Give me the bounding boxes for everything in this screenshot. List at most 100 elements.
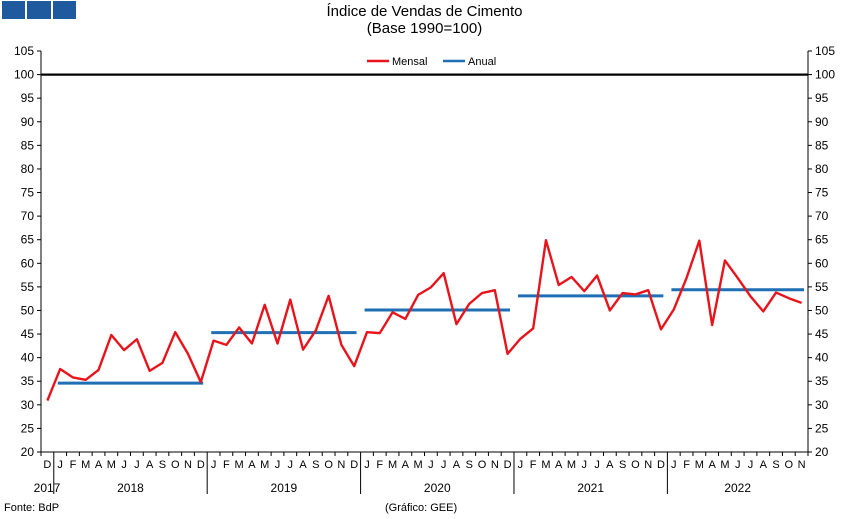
y-tick-label-left: 25 bbox=[21, 421, 35, 435]
month-label: J bbox=[211, 459, 217, 471]
month-label: O bbox=[324, 459, 333, 471]
y-tick-label-left: 90 bbox=[21, 115, 35, 129]
y-tick-label-right: 30 bbox=[815, 398, 829, 412]
month-label: J bbox=[518, 459, 524, 471]
month-label: N bbox=[337, 459, 345, 471]
y-tick-label-right: 80 bbox=[815, 162, 829, 176]
y-tick-label-left: 45 bbox=[21, 327, 35, 341]
month-label: A bbox=[248, 459, 256, 471]
month-label: D bbox=[197, 459, 205, 471]
month-label: J bbox=[275, 459, 281, 471]
month-label: J bbox=[364, 459, 370, 471]
y-tick-label-right: 85 bbox=[815, 138, 829, 152]
y-tick-label-left: 40 bbox=[21, 351, 35, 365]
month-label: F bbox=[683, 459, 690, 471]
month-label: J bbox=[671, 459, 677, 471]
y-tick-label-right: 40 bbox=[815, 351, 829, 365]
y-tick-label-left: 75 bbox=[21, 186, 35, 200]
month-label: J bbox=[441, 459, 447, 471]
month-label: J bbox=[582, 459, 588, 471]
y-tick-label-left: 105 bbox=[14, 44, 34, 58]
month-label: A bbox=[606, 459, 614, 471]
y-tick-label-right: 65 bbox=[815, 233, 829, 247]
month-label: J bbox=[57, 459, 63, 471]
month-label: M bbox=[107, 459, 116, 471]
month-label: J bbox=[748, 459, 754, 471]
y-tick-label-right: 45 bbox=[815, 327, 829, 341]
y-tick-label-right: 100 bbox=[815, 68, 835, 82]
chart-subtitle: (Base 1990=100) bbox=[366, 20, 483, 37]
y-tick-label-left: 80 bbox=[21, 162, 35, 176]
month-label: A bbox=[453, 459, 461, 471]
month-label: A bbox=[555, 459, 563, 471]
month-label: N bbox=[644, 459, 652, 471]
month-label: A bbox=[760, 459, 768, 471]
month-label: A bbox=[708, 459, 716, 471]
year-label: 2018 bbox=[117, 481, 144, 495]
logo bbox=[2, 1, 76, 19]
year-label: 2019 bbox=[271, 481, 298, 495]
legend-label-anual: Anual bbox=[468, 56, 496, 68]
month-label: A bbox=[146, 459, 154, 471]
y-tick-label-right: 60 bbox=[815, 256, 829, 270]
y-tick-label-left: 20 bbox=[21, 445, 35, 459]
logo-square bbox=[52, 1, 76, 19]
chart-title-block: Índice de Vendas de Cimento (Base 1990=1… bbox=[0, 3, 849, 37]
month-label: M bbox=[567, 459, 576, 471]
month-label: J bbox=[594, 459, 600, 471]
y-tick-label-left: 50 bbox=[21, 303, 35, 317]
month-label: F bbox=[223, 459, 230, 471]
month-label: A bbox=[402, 459, 410, 471]
month-label: J bbox=[134, 459, 140, 471]
month-label: D bbox=[504, 459, 512, 471]
y-tick-label-left: 60 bbox=[21, 256, 35, 270]
month-label: S bbox=[159, 459, 166, 471]
month-label: A bbox=[95, 459, 103, 471]
month-label: O bbox=[785, 459, 794, 471]
month-label: D bbox=[43, 459, 51, 471]
y-tick-label-left: 70 bbox=[21, 209, 35, 223]
month-label: F bbox=[70, 459, 77, 471]
logo-square bbox=[2, 1, 26, 19]
month-label: S bbox=[312, 459, 319, 471]
y-tick-label-left: 85 bbox=[21, 138, 35, 152]
month-label: A bbox=[299, 459, 307, 471]
month-label: M bbox=[235, 459, 244, 471]
month-label: M bbox=[414, 459, 423, 471]
y-tick-label-right: 90 bbox=[815, 115, 829, 129]
source-note: Fonte: BdP bbox=[4, 502, 60, 514]
month-label: O bbox=[631, 459, 640, 471]
y-tick-label-left: 100 bbox=[14, 68, 34, 82]
y-tick-label-right: 70 bbox=[815, 209, 829, 223]
month-label: J bbox=[121, 459, 127, 471]
month-label: S bbox=[466, 459, 473, 471]
y-tick-label-right: 20 bbox=[815, 445, 829, 459]
chart-title: Índice de Vendas de Cimento bbox=[326, 3, 523, 20]
month-label: D bbox=[657, 459, 665, 471]
month-label: S bbox=[619, 459, 626, 471]
year-label: 2021 bbox=[577, 481, 604, 495]
month-label: J bbox=[288, 459, 294, 471]
month-label: S bbox=[772, 459, 779, 471]
month-label: J bbox=[735, 459, 741, 471]
year-label: 2020 bbox=[424, 481, 451, 495]
month-label: M bbox=[541, 459, 550, 471]
y-tick-label-left: 35 bbox=[21, 374, 35, 388]
month-label: D bbox=[350, 459, 358, 471]
y-tick-label-right: 25 bbox=[815, 421, 829, 435]
month-label: J bbox=[428, 459, 434, 471]
month-label: F bbox=[530, 459, 537, 471]
month-label: M bbox=[720, 459, 729, 471]
y-tick-label-right: 105 bbox=[815, 44, 835, 58]
y-tick-label-right: 75 bbox=[815, 186, 829, 200]
month-label: N bbox=[491, 459, 499, 471]
credit-note: (Gráfico: GEE) bbox=[385, 502, 458, 514]
y-tick-label-left: 95 bbox=[21, 91, 35, 105]
y-tick-label-right: 35 bbox=[815, 374, 829, 388]
y-tick-label-left: 55 bbox=[21, 280, 35, 294]
logo-square bbox=[27, 1, 51, 19]
month-label: M bbox=[695, 459, 704, 471]
month-label: M bbox=[260, 459, 269, 471]
y-tick-label-right: 55 bbox=[815, 280, 829, 294]
